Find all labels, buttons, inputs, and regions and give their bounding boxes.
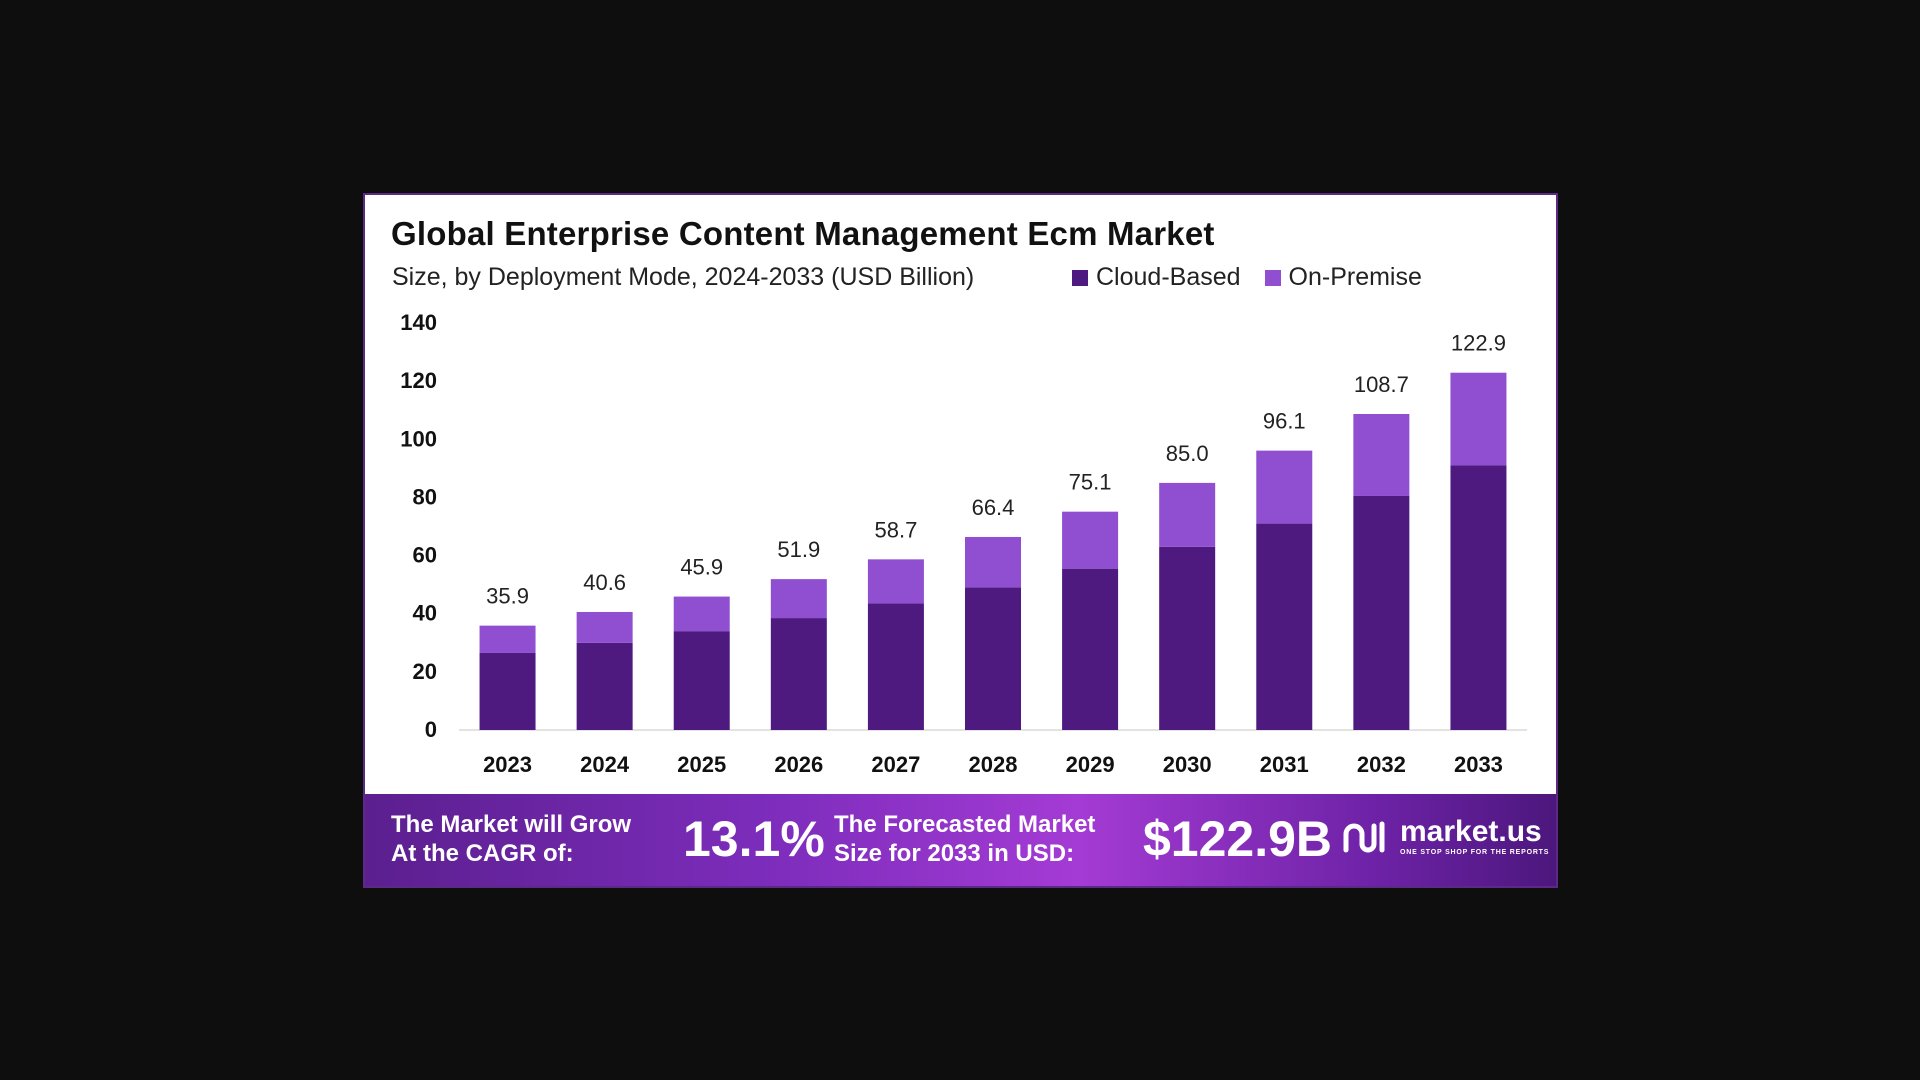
- x-tick-label: 2031: [1260, 752, 1309, 777]
- x-tick-label: 2033: [1454, 752, 1503, 777]
- y-tick-label: 140: [400, 310, 437, 335]
- bar-on-premise: [673, 596, 730, 632]
- bar-on-premise: [770, 579, 827, 619]
- bar-total-label: 122.9: [1451, 331, 1506, 356]
- bar-total-label: 58.7: [874, 517, 917, 542]
- bar-total-label: 108.7: [1354, 372, 1409, 397]
- x-tick-label: 2025: [677, 752, 726, 777]
- bar-cloud-based: [965, 587, 1021, 730]
- bar-chart: 0 20 40 60 80 100 120 140 35.9 2023 40.6 2024 45.9 20…: [400, 310, 1527, 777]
- x-tick-label: 2029: [1066, 752, 1115, 777]
- bar-total-label: 75.1: [1069, 470, 1112, 495]
- bar-cloud-based: [1450, 465, 1507, 730]
- bar-total-label: 40.6: [583, 570, 626, 595]
- summary-banner: The Market will Grow At the CAGR of: 13.…: [365, 794, 1556, 886]
- bar-on-premise: [1353, 413, 1410, 496]
- bar-on-premise: [1256, 450, 1313, 524]
- x-tick-label: 2028: [969, 752, 1018, 777]
- y-tick-label: 20: [413, 659, 437, 684]
- bar-total-label: 51.9: [777, 537, 820, 562]
- bar-cloud-based: [1062, 568, 1119, 730]
- bar-cloud-based: [673, 631, 730, 730]
- bar-on-premise: [1159, 482, 1216, 547]
- bar-cloud-based: [1353, 495, 1410, 730]
- market-us-logo: market.us ONE STOP SHOP FOR THE REPORTS: [1340, 814, 1549, 858]
- market-us-logo-icon: [1343, 821, 1385, 853]
- bar-cloud-based: [1256, 523, 1313, 730]
- bar-total-label: 35.9: [486, 584, 529, 609]
- y-tick-label: 80: [413, 484, 437, 509]
- x-tick-label: 2024: [580, 752, 630, 777]
- chart-subtitle: Size, by Deployment Mode, 2024-2033 (USD…: [392, 263, 975, 291]
- bar-on-premise: [576, 611, 633, 643]
- bar-cloud-based: [479, 652, 536, 730]
- legend-item-onpremise: On-Premise: [1264, 263, 1422, 292]
- bar-on-premise: [965, 536, 1021, 588]
- bar-total-label: 85.0: [1166, 441, 1209, 466]
- forecast-value: $122.9B: [1143, 811, 1333, 867]
- legend-label-cloud: Cloud-Based: [1096, 263, 1241, 291]
- chart-card: Global Enterprise Content Management Ecm…: [363, 193, 1558, 888]
- x-tick-label: 2030: [1163, 752, 1212, 777]
- y-tick-label: 40: [413, 601, 437, 626]
- x-tick-label: 2032: [1357, 752, 1406, 777]
- bar-on-premise: [867, 559, 924, 604]
- bar-cloud-based: [1159, 546, 1216, 730]
- cagr-label: The Market will Grow At the CAGR of:: [391, 811, 632, 867]
- cagr-value: 13.1%: [683, 811, 825, 867]
- bar-total-label: 96.1: [1263, 409, 1306, 434]
- bar-cloud-based: [770, 618, 827, 730]
- y-tick-label: 60: [413, 543, 437, 568]
- bar-on-premise: [1062, 511, 1119, 569]
- x-tick-label: 2026: [774, 752, 823, 777]
- forecast-label: The Forecasted Market Size for 2033 in U…: [834, 811, 1096, 867]
- y-tick-label: 120: [400, 368, 437, 393]
- x-tick-label: 2023: [483, 752, 532, 777]
- bar-total-label: 45.9: [680, 555, 723, 580]
- y-tick-label: 0: [425, 717, 437, 742]
- x-tick-label: 2027: [871, 752, 920, 777]
- bar-on-premise: [1450, 372, 1507, 466]
- bar-cloud-based: [867, 603, 924, 730]
- legend-swatch-onpremise: [1264, 269, 1281, 286]
- bar-cloud-based: [576, 642, 633, 730]
- chart-legend: Cloud-Based On-Premise: [1072, 263, 1422, 292]
- legend-swatch-cloud: [1072, 269, 1088, 286]
- bar-total-label: 66.4: [972, 495, 1015, 520]
- bar-on-premise: [479, 625, 536, 653]
- y-tick-label: 100: [400, 426, 437, 451]
- chart-title: Global Enterprise Content Management Ecm…: [391, 215, 1215, 252]
- legend-label-onpremise: On-Premise: [1288, 263, 1422, 291]
- legend-item-cloud: Cloud-Based: [1072, 263, 1241, 292]
